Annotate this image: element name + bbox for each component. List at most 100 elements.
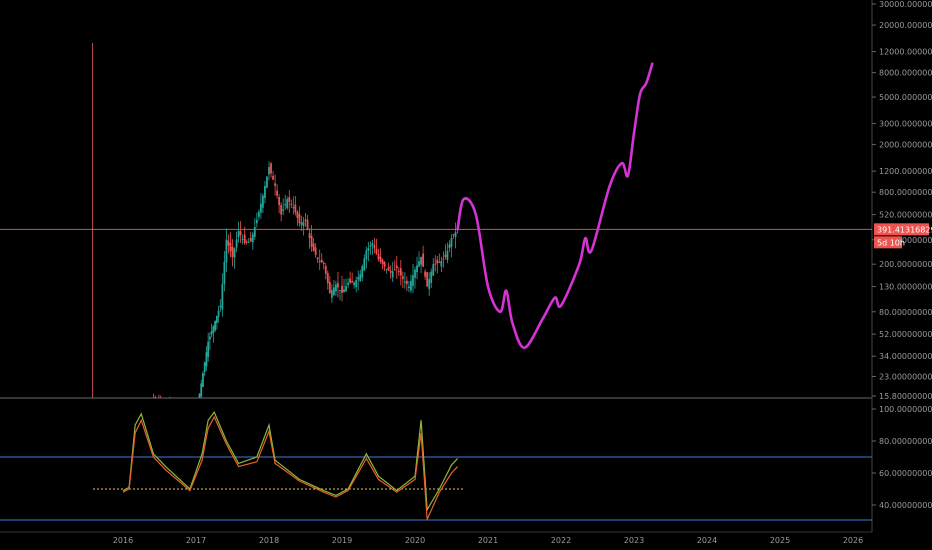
candle-body — [284, 204, 287, 206]
price-pane[interactable] — [0, 43, 872, 399]
candle-body — [393, 269, 396, 271]
price-tick-label: 520.00000000 — [879, 211, 932, 220]
price-tick-label: 8000.00000000 — [879, 69, 932, 78]
candle-body — [434, 263, 437, 265]
candle-body — [383, 261, 386, 267]
candle-body — [294, 204, 297, 213]
price-tick-label: 2000.00000000 — [879, 141, 932, 150]
current-price-tag — [874, 223, 929, 236]
candle-body — [245, 241, 248, 243]
candle-body — [314, 247, 317, 256]
candle-body — [257, 211, 260, 217]
current-price-label: 391.41316829 — [877, 225, 932, 234]
candle-body — [154, 397, 157, 399]
candle-body — [440, 260, 443, 267]
candle-body — [233, 248, 236, 258]
candle-body — [278, 197, 281, 206]
candle-body — [349, 278, 352, 283]
candle-body — [312, 243, 315, 251]
candle-body — [391, 271, 394, 278]
candle-body — [198, 393, 201, 398]
candle-body — [200, 383, 203, 397]
candle-body — [214, 321, 217, 331]
candle-body — [335, 284, 337, 292]
candle-body — [454, 232, 457, 238]
candle-body — [367, 248, 370, 251]
price-tick-label: 5000.00000000 — [879, 93, 932, 102]
candle-body — [249, 237, 252, 242]
candle-body — [365, 250, 368, 260]
candle-body — [414, 269, 416, 278]
candle-body — [215, 315, 218, 323]
price-tick-label: 320.00000000 — [879, 236, 932, 245]
price-tick-label: 200.00000000 — [879, 260, 932, 269]
candle-body — [359, 274, 362, 282]
candle-body — [330, 290, 333, 298]
candle-body — [403, 281, 406, 283]
candle-body — [324, 266, 327, 274]
candle-body — [219, 305, 222, 308]
candle-body — [320, 259, 323, 263]
candle-body — [341, 285, 343, 293]
candle-body — [326, 273, 329, 284]
candle-body — [288, 197, 291, 202]
candle-body — [373, 245, 376, 249]
candle-body — [424, 271, 427, 277]
candle-body — [310, 235, 313, 247]
candle-body — [385, 268, 388, 270]
candle-body — [304, 219, 307, 221]
price-tags: 391.41316829 5d 10h — [874, 223, 932, 249]
candle-body — [444, 254, 447, 257]
candle-body — [418, 261, 420, 267]
time-axis[interactable]: 2016 2017 2018 2019 2020 2021 2022 2023 2024 2025… — [113, 536, 863, 545]
osc-tick-label: 80.00000000 — [879, 437, 932, 446]
oscillator-pane[interactable] — [0, 411, 872, 521]
candle-body — [229, 242, 232, 252]
price-tick-label: 3000.00000000 — [879, 120, 932, 129]
candle-body — [316, 257, 319, 260]
price-tick-label: 23.00000000 — [879, 373, 932, 382]
osc-tick-label: 100.00000000 — [879, 405, 932, 414]
candle-body — [332, 287, 335, 296]
candle-body — [395, 265, 398, 269]
candle-body — [428, 279, 431, 290]
candle-body — [227, 240, 230, 246]
countdown-label: 5d 10h — [877, 238, 905, 247]
price-axis[interactable]: 30000.00000000 20000.00000000 12000.000000… — [872, 0, 932, 510]
time-tick-label: 2023 — [624, 536, 644, 545]
candle-body — [225, 239, 228, 263]
candle-body — [292, 207, 295, 209]
countdown-tag — [874, 236, 902, 249]
candle-body — [347, 282, 349, 285]
candle-body — [239, 231, 242, 235]
candle-body — [446, 250, 449, 261]
candle-body — [410, 280, 412, 291]
candle-body — [253, 227, 256, 237]
price-tick-label: 15.80000000 — [879, 392, 932, 401]
candle-body — [221, 283, 224, 310]
candle-body — [207, 341, 210, 357]
candle-body — [290, 203, 293, 205]
candle-body — [399, 268, 402, 276]
time-tick-label: 2024 — [697, 536, 717, 545]
time-tick-label: 2020 — [405, 536, 425, 545]
candle-body — [345, 286, 347, 292]
candle-body — [401, 276, 404, 280]
osc-tick-label: 40.00000000 — [879, 501, 932, 510]
candle-body — [203, 362, 206, 372]
price-tick-label: 12000.00000000 — [879, 48, 932, 57]
time-tick-label: 2021 — [478, 536, 498, 545]
candle-body — [420, 256, 422, 265]
candle-body — [251, 234, 254, 243]
candle-body — [302, 221, 305, 227]
time-tick-label: 2022 — [551, 536, 571, 545]
price-tick-label: 30000.00000000 — [879, 0, 932, 9]
candle-body — [343, 289, 345, 293]
candle-body — [442, 258, 445, 260]
candle-body — [268, 166, 270, 175]
candle-body — [351, 281, 354, 283]
candle-body — [235, 239, 238, 248]
price-tick-label: 130.00000000 — [879, 283, 932, 292]
